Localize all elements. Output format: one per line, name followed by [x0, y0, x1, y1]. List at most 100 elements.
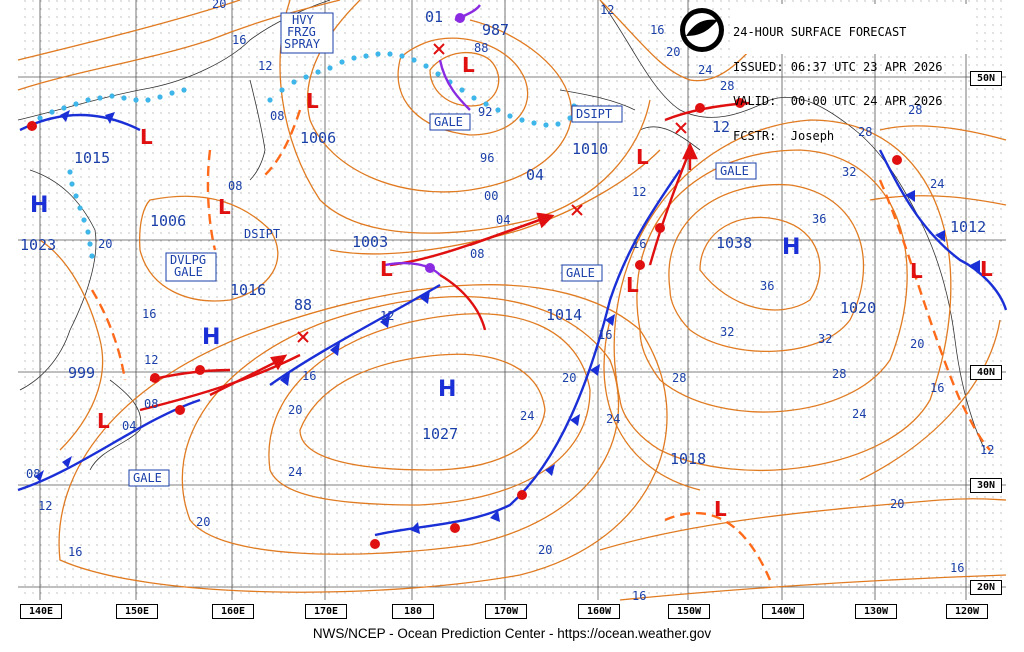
- isobar-value: 12: [38, 499, 52, 513]
- isobar-value: 08: [144, 397, 158, 411]
- pressure-label: 1016: [230, 281, 266, 299]
- arrows: [209, 142, 698, 397]
- isobar-value: 08: [270, 109, 284, 123]
- pressure-label: 12: [712, 118, 730, 136]
- isobar-value: 12: [380, 309, 394, 323]
- pressure-label: 1027: [422, 425, 458, 443]
- isobar-value: 12: [980, 443, 994, 457]
- isobar-value: 28: [858, 125, 872, 139]
- low-center: L: [218, 195, 231, 219]
- pressure-label: 1014: [546, 306, 582, 324]
- isobar-value: 24: [606, 412, 620, 426]
- isobar-value: 24: [520, 409, 534, 423]
- isobar-value: 20: [538, 543, 552, 557]
- isobar-value: 12: [632, 185, 646, 199]
- lon-label: 150W: [668, 604, 710, 619]
- forecast-header: 24-HOUR SURFACE FORECAST ISSUED: 06:37 U…: [733, 4, 971, 141]
- graticule: [18, 0, 1006, 600]
- pressure-label: 1023: [20, 236, 56, 254]
- credit-line: NWS/NCEP - Ocean Prediction Center - htt…: [312, 626, 712, 641]
- low-center: L: [636, 145, 649, 169]
- tag-dvlpg: DVLPG: [170, 253, 206, 267]
- isobar-value: 32: [818, 332, 832, 346]
- tag-dsipt: DSIPT: [576, 107, 612, 121]
- low-center: L: [140, 125, 153, 149]
- pressure-label: 01: [425, 8, 443, 26]
- isobar-value: 24: [930, 177, 944, 191]
- isobar-value: 16: [930, 381, 944, 395]
- high-center: H: [438, 377, 456, 402]
- tag-gale: GALE: [434, 115, 463, 129]
- header-line-forecaster: FCSTR: Joseph: [733, 128, 835, 143]
- pressure-label: 1003: [352, 233, 388, 251]
- pressure-label: 1006: [150, 212, 186, 230]
- pressure-label: 1038: [716, 234, 752, 252]
- isobar-value: 04: [496, 213, 510, 227]
- isobar-value: 28: [672, 371, 686, 385]
- isobar-value: 16: [650, 23, 664, 37]
- isobar-value: 24: [288, 465, 302, 479]
- header-line-issued: ISSUED: 06:37 UTC 23 APR 2026: [733, 59, 943, 74]
- lon-label: 180: [392, 604, 434, 619]
- svg-text:NOAA: NOAA: [693, 14, 711, 21]
- isobar-value: 08: [228, 179, 242, 193]
- pressure-label: 1012: [950, 218, 986, 236]
- isobar-value: 20: [910, 337, 924, 351]
- isobar-value: 20: [212, 0, 226, 11]
- pressure-label: 1018: [670, 450, 706, 468]
- isobar-value: 16: [68, 545, 82, 559]
- header-line-valid: VALID: 00:00 UTC 24 APR 2026: [733, 94, 943, 108]
- isobar-value: 20: [666, 45, 680, 59]
- isobar-value: 20: [288, 403, 302, 417]
- lat-label: 40N: [970, 365, 1002, 380]
- pressure-label: 1015: [74, 149, 110, 167]
- low-center: L: [714, 497, 727, 521]
- isobar-value: 16: [232, 33, 246, 47]
- lat-label: 20N: [970, 580, 1002, 595]
- tag-spray: SPRAY: [284, 37, 321, 51]
- lon-label: 150E: [116, 604, 158, 619]
- isobar-value: 88: [474, 41, 488, 55]
- isobar-value: 16: [632, 237, 646, 251]
- isobar-value: 16: [950, 561, 964, 575]
- lon-label: 130W: [855, 604, 897, 619]
- pressure-label: 999: [68, 364, 95, 382]
- low-center: L: [97, 409, 110, 433]
- tag-gale: GALE: [174, 265, 203, 279]
- isobar-value: 28: [832, 367, 846, 381]
- pressure-label: 88: [294, 296, 312, 314]
- low-center: L: [380, 257, 393, 281]
- isobar-value: 28: [720, 79, 734, 93]
- isobar-value: 36: [812, 212, 826, 226]
- high-center: H: [202, 325, 220, 350]
- isobar-value: 04: [122, 419, 136, 433]
- pressure-label: 1006: [300, 129, 336, 147]
- coastlines: [17, 0, 986, 471]
- isobar-value: 00: [484, 189, 498, 203]
- isobar-value: 20: [196, 515, 210, 529]
- isobar-value: 16: [142, 307, 156, 321]
- front-pips: [27, 13, 980, 549]
- low-center: L: [980, 257, 993, 281]
- ice-edge: [27, 51, 577, 259]
- isobar-value: 16: [598, 328, 612, 342]
- tag-gale: GALE: [133, 471, 162, 485]
- low-center: L: [306, 89, 319, 113]
- tag-hvy: HVY: [292, 13, 314, 27]
- trough-lines: [90, 109, 991, 581]
- lon-label: 160W: [578, 604, 620, 619]
- tag-dsipt: DSIPT: [244, 227, 280, 241]
- isobar-value: 12: [258, 59, 272, 73]
- isobar-value: 28: [908, 103, 922, 117]
- high-center: H: [782, 235, 800, 260]
- fronts: [17, 4, 1008, 537]
- lon-label: 170W: [485, 604, 527, 619]
- isobar-value: 24: [852, 407, 866, 421]
- pressure-label: 987: [482, 21, 509, 39]
- header-line-title: 24-HOUR SURFACE FORECAST: [733, 25, 907, 39]
- isobar-value: 32: [720, 325, 734, 339]
- lat-label: 50N: [970, 71, 1002, 86]
- isobar-value: 08: [26, 467, 40, 481]
- lon-label: 120W: [946, 604, 988, 619]
- low-center: L: [462, 53, 475, 77]
